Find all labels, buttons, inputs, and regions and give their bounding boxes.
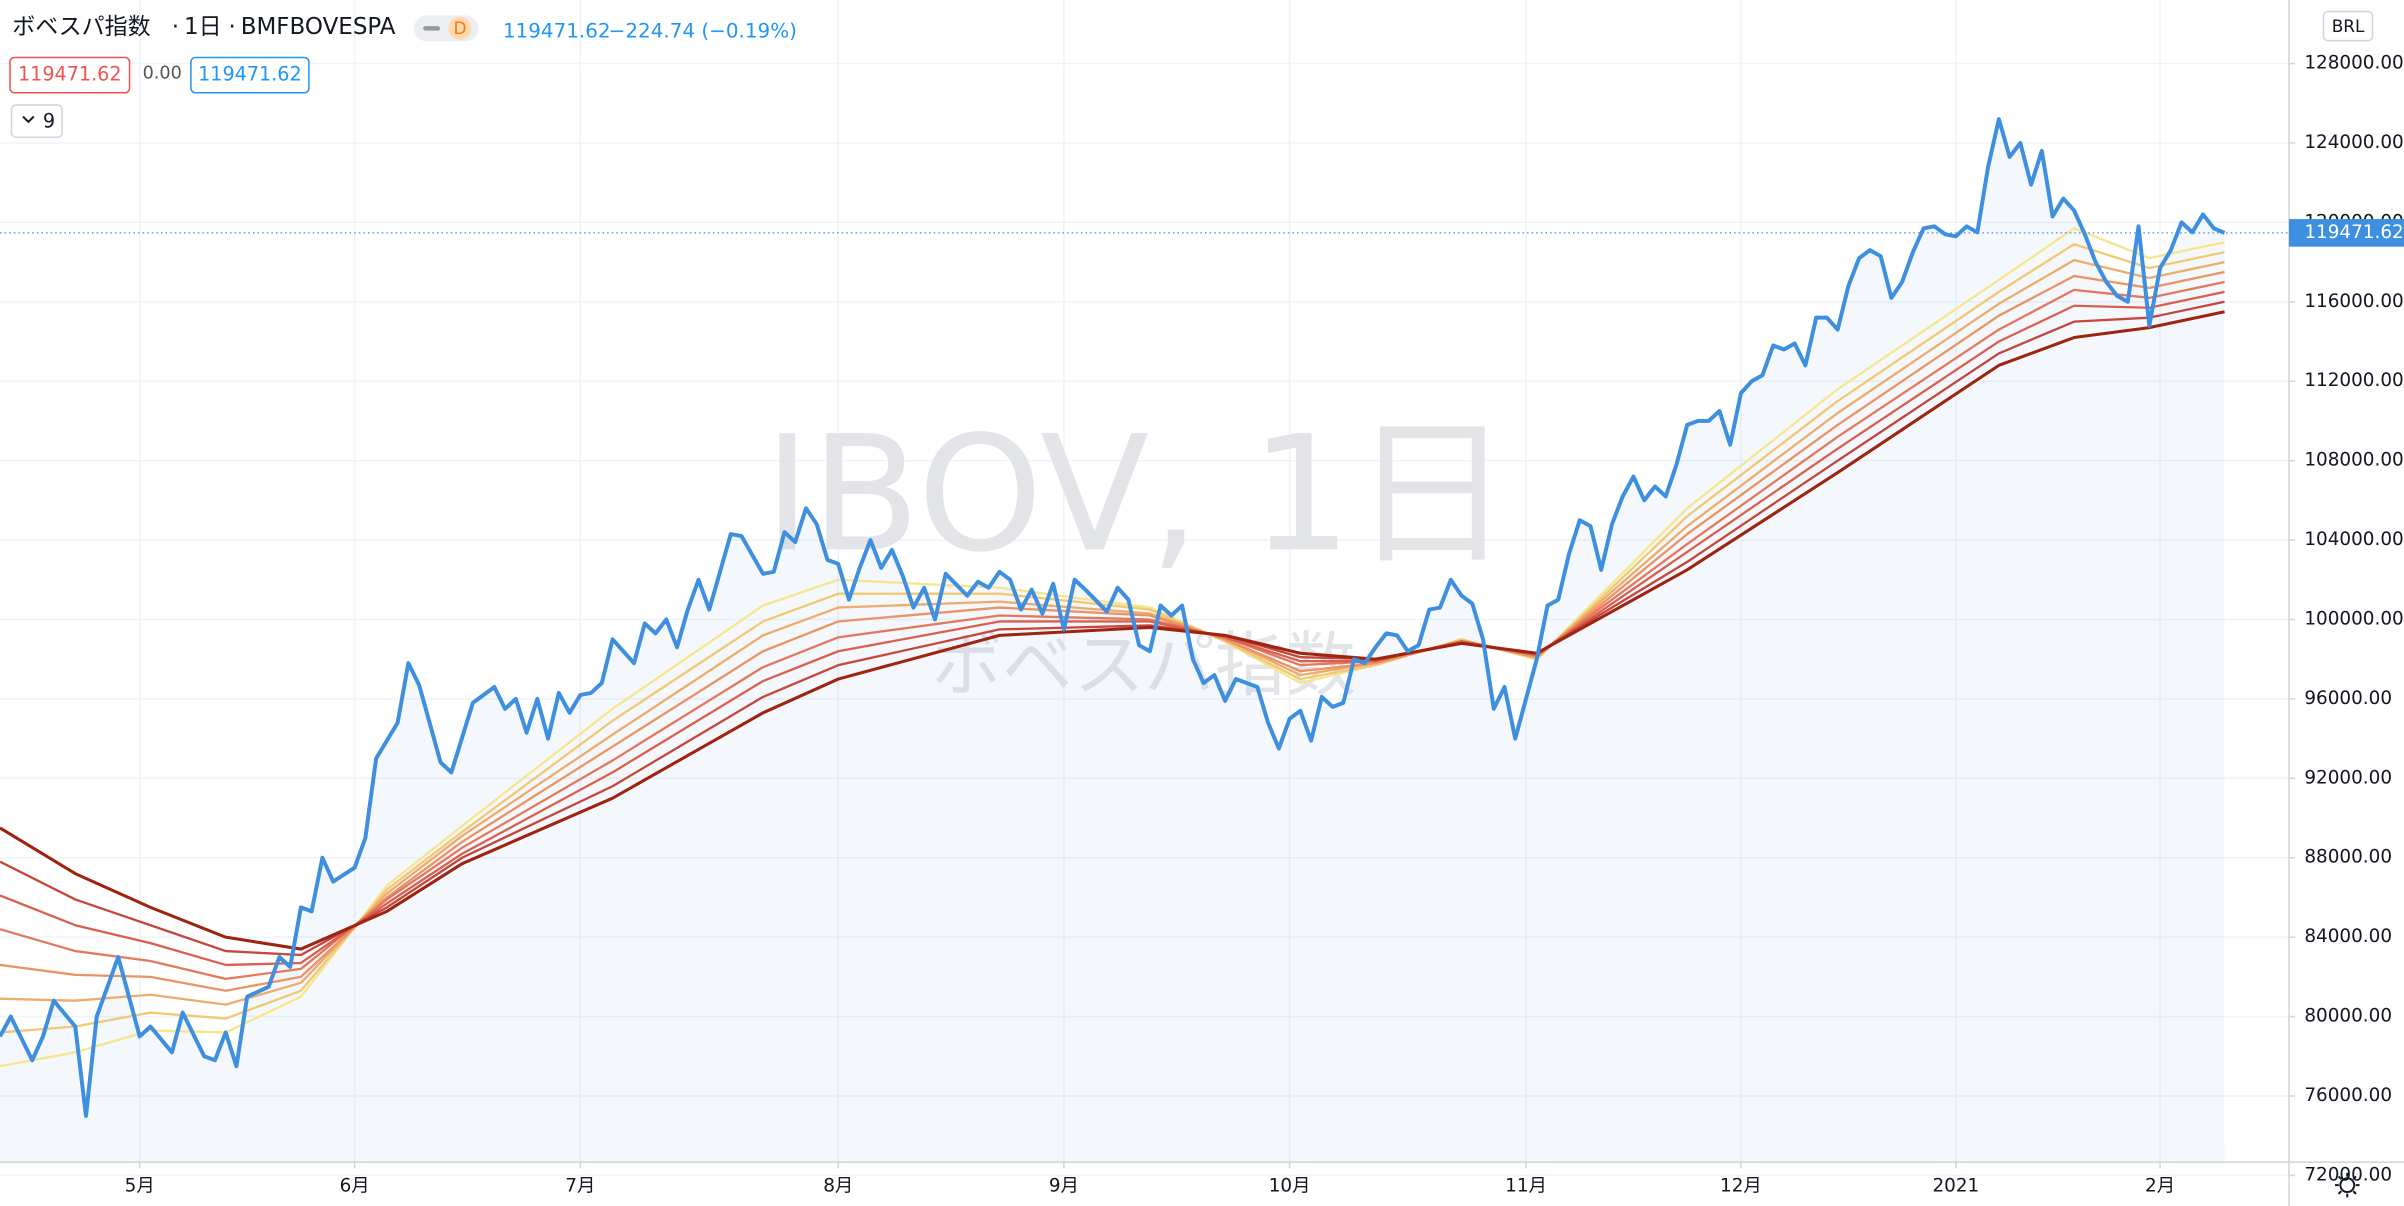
y-tick-label: 124000.00 <box>2304 132 2403 153</box>
y-tick-label: 108000.00 <box>2304 450 2403 471</box>
x-tick-label: 11月 <box>1505 1176 1547 1197</box>
status-dash <box>423 26 441 31</box>
gear <box>2339 1177 2356 1194</box>
last-price-box <box>2289 219 2404 247</box>
x-tick-label: 2021 <box>1932 1176 1979 1197</box>
axes: 72000.0076000.0080000.0084000.0088000.00… <box>125 53 2404 1197</box>
symbol-title: ボベスパ指数 <box>12 14 150 40</box>
indicator-value: 119471.62 <box>198 63 302 86</box>
indicator-value: 119471.62 <box>18 63 122 86</box>
x-tick-label: 9月 <box>1049 1176 1079 1197</box>
y-tick-label: 84000.00 <box>2304 926 2392 947</box>
last-price-label: 119471.62 <box>2304 222 2403 243</box>
x-tick-label: 10月 <box>1269 1176 1311 1197</box>
series-line <box>0 270 2225 992</box>
y-tick-label: 76000.00 <box>2304 1085 2392 1106</box>
y-tick-label: 116000.00 <box>2304 291 2403 312</box>
series-line <box>0 117 2226 1118</box>
area <box>0 119 2225 1163</box>
indicator-toggle[interactable] <box>10 104 63 138</box>
currency-box[interactable] <box>2322 10 2374 42</box>
plot <box>0 117 2290 1163</box>
indicator-box <box>190 56 310 94</box>
y-tick-label: 80000.00 <box>2304 1006 2392 1027</box>
y-tick-label: 88000.00 <box>2304 847 2392 868</box>
x-tick-label: 7月 <box>565 1176 595 1197</box>
badge-circle <box>448 16 472 40</box>
indicator-value: 0.00 <box>143 64 182 84</box>
exchange: BMFBOVESPA <box>241 14 396 40</box>
series-line <box>0 227 2225 1068</box>
series-line <box>0 310 2225 951</box>
series-line <box>0 258 2225 1006</box>
settings-icon[interactable] <box>2335 1172 2360 1198</box>
interval: 1日 <box>184 14 222 40</box>
series-line <box>0 243 2225 1034</box>
x-tick-label: 6月 <box>340 1176 370 1197</box>
grid <box>0 0 2290 1177</box>
y-tick-label: 104000.00 <box>2304 529 2403 550</box>
change: −224.74 (−0.19%) <box>609 20 797 43</box>
series-line <box>0 300 2225 957</box>
y-tick-label: 96000.00 <box>2304 688 2392 709</box>
y-tick-label: 92000.00 <box>2304 767 2392 788</box>
indicator-box <box>9 56 131 94</box>
y-tick-label: 112000.00 <box>2304 370 2403 391</box>
indicator-length: 9 <box>43 109 55 132</box>
y-tick-label: 100000.00 <box>2304 608 2403 629</box>
badge: D <box>453 18 466 38</box>
last-value: 119471.62 <box>503 20 611 43</box>
x-tick-label: 8月 <box>823 1176 853 1197</box>
currency: BRL <box>2332 16 2365 36</box>
x-tick-label: 2月 <box>2145 1176 2175 1197</box>
separator: · <box>228 14 235 40</box>
x-tick-label: 12月 <box>1720 1176 1762 1197</box>
separator: · <box>172 14 179 40</box>
gear-teeth <box>2335 1172 2360 1198</box>
x-tick-label: 5月 <box>125 1176 155 1197</box>
y-tick-label: 128000.00 <box>2304 53 2403 74</box>
chevron <box>22 115 35 124</box>
